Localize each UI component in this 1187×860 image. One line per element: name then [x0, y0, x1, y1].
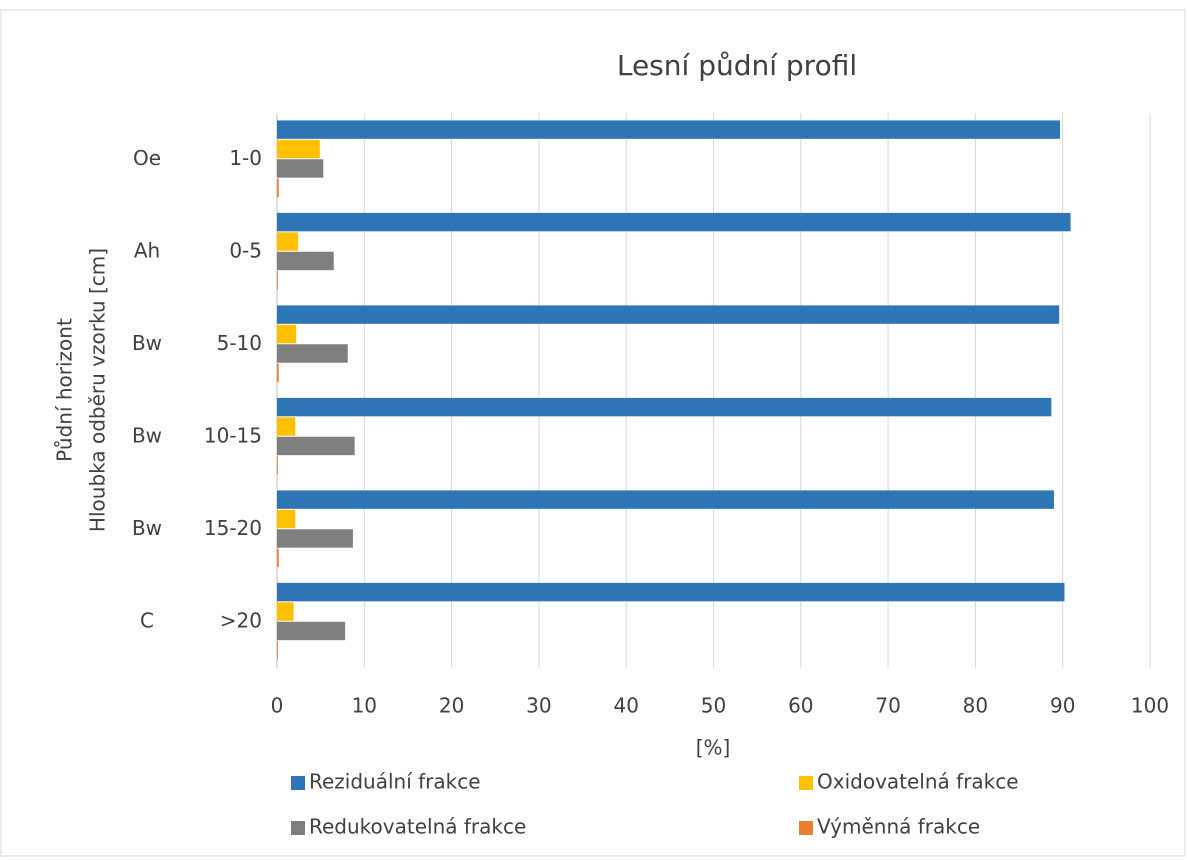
bar	[277, 305, 1060, 324]
bar	[277, 178, 279, 198]
bar	[277, 232, 298, 251]
x-tick-label: 40	[613, 694, 638, 718]
bar	[277, 641, 278, 660]
bar	[277, 490, 1054, 509]
x-tick-label: 50	[701, 694, 726, 718]
bar	[277, 159, 324, 178]
bar	[277, 251, 334, 271]
bar	[277, 621, 346, 641]
bar	[277, 436, 355, 456]
x-axis-title: [%]	[696, 736, 731, 760]
x-tick-label: 20	[439, 694, 464, 718]
bar	[277, 120, 1061, 139]
y-tick-label: 1-0	[229, 146, 262, 170]
x-tick-label: 80	[963, 694, 988, 718]
bar	[277, 529, 353, 548]
bar	[277, 363, 279, 383]
y-group-label: Ah	[134, 238, 160, 262]
legend-label: Výměnná frakce	[817, 815, 980, 839]
y-tick-label: 5-10	[217, 331, 262, 355]
y-axis-title: Půdní horizont	[53, 318, 77, 462]
x-tick-label: 0	[271, 694, 284, 718]
y-group-label: C	[140, 608, 154, 632]
bar	[277, 509, 296, 529]
bar	[277, 344, 348, 363]
legend-swatch	[291, 821, 305, 835]
y-tick-label: 10-15	[204, 423, 262, 447]
bar	[277, 602, 294, 621]
x-tick-label: 60	[788, 694, 813, 718]
legend-swatch	[799, 821, 813, 835]
bar	[277, 417, 296, 436]
y-tick-label: 0-5	[229, 238, 262, 262]
y-group-label: Bw	[132, 423, 162, 447]
bar	[277, 582, 1065, 602]
y-tick-label: 15-20	[204, 516, 262, 540]
bar	[277, 271, 278, 290]
x-tick-label: 30	[526, 694, 551, 718]
y-group-label: Oe	[133, 146, 161, 170]
legend-swatch	[291, 776, 305, 790]
legend-label: Oxidovatelná frakce	[817, 770, 1019, 794]
bar	[277, 397, 1052, 417]
y-axis-title: Hloubka odběru vzorku [cm]	[86, 248, 110, 532]
legend-label: Redukovatelná frakce	[309, 815, 526, 839]
y-group-label: Bw	[132, 516, 162, 540]
legend-label: Reziduální frakce	[309, 770, 481, 794]
legend-swatch	[799, 776, 813, 790]
chart-title: Lesní půdní profil	[617, 49, 857, 82]
bar	[277, 456, 278, 475]
bar	[277, 324, 297, 344]
x-tick-label: 100	[1131, 694, 1169, 718]
x-tick-label: 10	[352, 694, 377, 718]
bar	[277, 212, 1071, 232]
bar	[277, 139, 320, 159]
chart-border	[0, 9, 1186, 857]
y-tick-label: >20	[220, 608, 262, 632]
x-tick-label: 90	[1050, 694, 1075, 718]
bar	[277, 548, 279, 568]
y-group-label: Bw	[132, 331, 162, 355]
x-tick-label: 70	[875, 694, 900, 718]
